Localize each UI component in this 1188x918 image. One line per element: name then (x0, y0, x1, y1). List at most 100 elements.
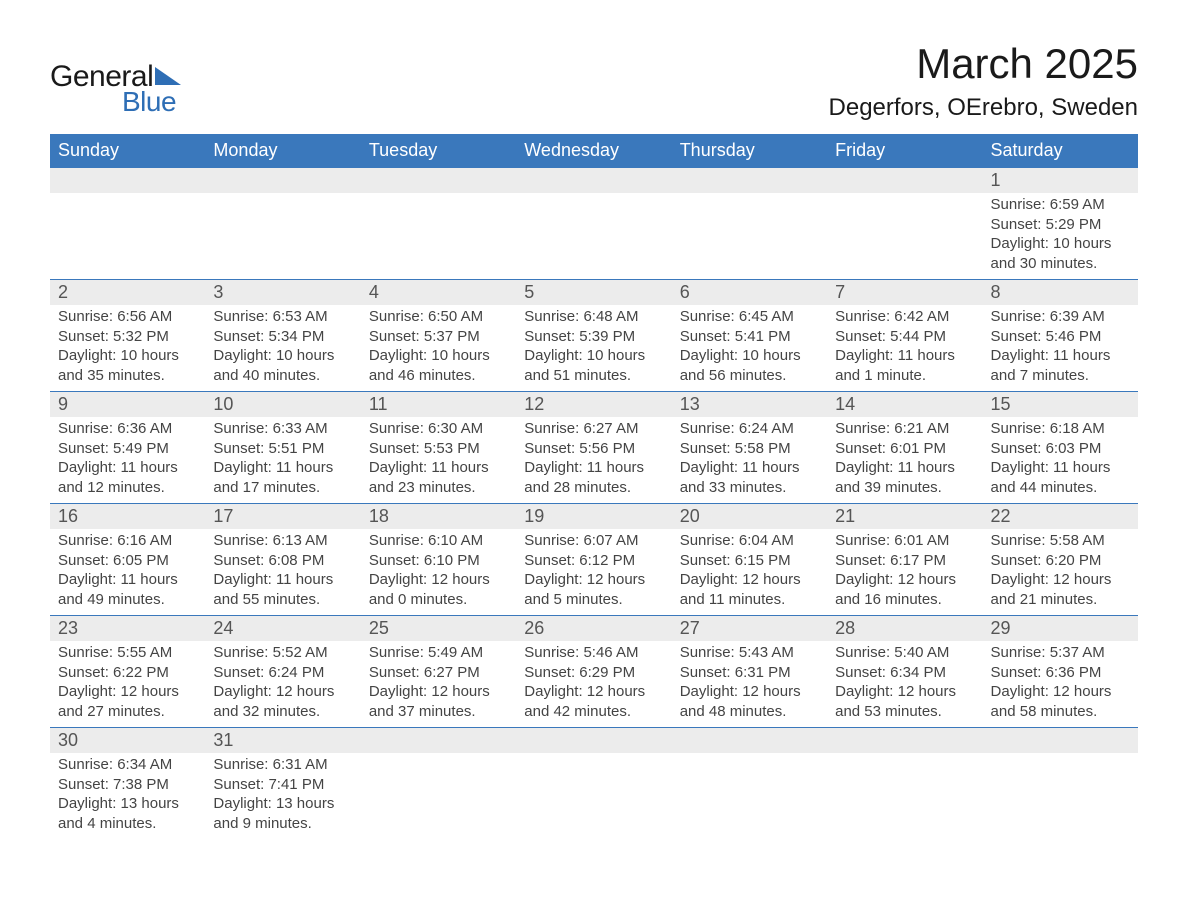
sunset-line: Sunset: 6:03 PM (991, 439, 1130, 459)
sunrise-line: Sunrise: 6:30 AM (369, 419, 508, 439)
empty-cell (672, 193, 827, 280)
daylight-line: Daylight: 11 hours and 44 minutes. (991, 458, 1130, 497)
day-header: Monday (205, 134, 360, 168)
daylight-line: Daylight: 11 hours and 7 minutes. (991, 346, 1130, 385)
sunset-line: Sunset: 5:46 PM (991, 327, 1130, 347)
daylight-line: Daylight: 11 hours and 33 minutes. (680, 458, 819, 497)
day-data: Sunrise: 6:01 AMSunset: 6:17 PMDaylight:… (827, 529, 982, 615)
empty-cell (361, 193, 516, 280)
daylight-line: Daylight: 12 hours and 21 minutes. (991, 570, 1130, 609)
empty-cell (516, 753, 671, 839)
day-number: 10 (205, 392, 360, 417)
daylight-line: Daylight: 10 hours and 46 minutes. (369, 346, 508, 385)
day-number: 6 (672, 280, 827, 305)
day-cell-num: 23 (50, 616, 205, 642)
day-data: Sunrise: 6:13 AMSunset: 6:08 PMDaylight:… (205, 529, 360, 615)
day-cell-num: 25 (361, 616, 516, 642)
day-cell-data: Sunrise: 6:33 AMSunset: 5:51 PMDaylight:… (205, 417, 360, 504)
day-number: 26 (516, 616, 671, 641)
day-cell-num: 15 (983, 392, 1138, 418)
daylight-line: Daylight: 10 hours and 51 minutes. (524, 346, 663, 385)
day-cell-data: Sunrise: 6:10 AMSunset: 6:10 PMDaylight:… (361, 529, 516, 616)
day-data: Sunrise: 5:40 AMSunset: 6:34 PMDaylight:… (827, 641, 982, 727)
day-cell-data: Sunrise: 6:13 AMSunset: 6:08 PMDaylight:… (205, 529, 360, 616)
day-cell-data: Sunrise: 6:21 AMSunset: 6:01 PMDaylight:… (827, 417, 982, 504)
logo: General Blue (50, 60, 181, 118)
sunrise-line: Sunrise: 6:34 AM (58, 755, 197, 775)
sunrise-line: Sunrise: 5:43 AM (680, 643, 819, 663)
day-number: 12 (516, 392, 671, 417)
sunset-line: Sunset: 5:53 PM (369, 439, 508, 459)
daylight-line: Daylight: 12 hours and 11 minutes. (680, 570, 819, 609)
day-cell-data: Sunrise: 6:45 AMSunset: 5:41 PMDaylight:… (672, 305, 827, 392)
day-data: Sunrise: 6:42 AMSunset: 5:44 PMDaylight:… (827, 305, 982, 391)
day-number: 14 (827, 392, 982, 417)
day-data: Sunrise: 5:43 AMSunset: 6:31 PMDaylight:… (672, 641, 827, 727)
sunset-line: Sunset: 6:08 PM (213, 551, 352, 571)
day-cell-num: 24 (205, 616, 360, 642)
sunrise-line: Sunrise: 6:01 AM (835, 531, 974, 551)
sunrise-line: Sunrise: 6:18 AM (991, 419, 1130, 439)
week-daynum-row: 3031 (50, 728, 1138, 754)
day-number: 5 (516, 280, 671, 305)
sunset-line: Sunset: 6:17 PM (835, 551, 974, 571)
empty-cell (827, 728, 982, 754)
day-data: Sunrise: 6:27 AMSunset: 5:56 PMDaylight:… (516, 417, 671, 503)
day-cell-num: 30 (50, 728, 205, 754)
day-number: 4 (361, 280, 516, 305)
sunset-line: Sunset: 5:32 PM (58, 327, 197, 347)
empty-cell (672, 728, 827, 754)
sunrise-line: Sunrise: 6:50 AM (369, 307, 508, 327)
sunrise-line: Sunrise: 6:56 AM (58, 307, 197, 327)
day-number: 19 (516, 504, 671, 529)
day-data: Sunrise: 5:49 AMSunset: 6:27 PMDaylight:… (361, 641, 516, 727)
day-cell-num: 2 (50, 280, 205, 306)
empty-cell (827, 753, 982, 839)
day-data: Sunrise: 6:21 AMSunset: 6:01 PMDaylight:… (827, 417, 982, 503)
day-data: Sunrise: 6:10 AMSunset: 6:10 PMDaylight:… (361, 529, 516, 615)
empty-cell (50, 168, 205, 194)
week-daydata-row: Sunrise: 6:59 AMSunset: 5:29 PMDaylight:… (50, 193, 1138, 280)
empty-cell (361, 753, 516, 839)
sunset-line: Sunset: 5:51 PM (213, 439, 352, 459)
day-cell-data: Sunrise: 6:24 AMSunset: 5:58 PMDaylight:… (672, 417, 827, 504)
empty-cell (672, 753, 827, 839)
day-data: Sunrise: 5:58 AMSunset: 6:20 PMDaylight:… (983, 529, 1138, 615)
day-cell-num: 12 (516, 392, 671, 418)
daylight-line: Daylight: 12 hours and 48 minutes. (680, 682, 819, 721)
day-data: Sunrise: 6:53 AMSunset: 5:34 PMDaylight:… (205, 305, 360, 391)
day-cell-data: Sunrise: 6:16 AMSunset: 6:05 PMDaylight:… (50, 529, 205, 616)
day-number: 17 (205, 504, 360, 529)
empty-cell (205, 168, 360, 194)
day-data: Sunrise: 5:55 AMSunset: 6:22 PMDaylight:… (50, 641, 205, 727)
daylight-line: Daylight: 11 hours and 55 minutes. (213, 570, 352, 609)
sunrise-line: Sunrise: 6:21 AM (835, 419, 974, 439)
day-cell-num: 20 (672, 504, 827, 530)
day-data: Sunrise: 6:48 AMSunset: 5:39 PMDaylight:… (516, 305, 671, 391)
day-cell-num: 5 (516, 280, 671, 306)
sunrise-line: Sunrise: 6:36 AM (58, 419, 197, 439)
day-header: Friday (827, 134, 982, 168)
day-cell-data: Sunrise: 6:59 AMSunset: 5:29 PMDaylight:… (983, 193, 1138, 280)
sunrise-line: Sunrise: 6:07 AM (524, 531, 663, 551)
day-header-row: SundayMondayTuesdayWednesdayThursdayFrid… (50, 134, 1138, 168)
day-header: Wednesday (516, 134, 671, 168)
sunrise-line: Sunrise: 6:53 AM (213, 307, 352, 327)
sunset-line: Sunset: 5:29 PM (991, 215, 1130, 235)
empty-cell (983, 753, 1138, 839)
sunrise-line: Sunrise: 6:04 AM (680, 531, 819, 551)
sunrise-line: Sunrise: 6:24 AM (680, 419, 819, 439)
day-cell-data: Sunrise: 6:31 AMSunset: 7:41 PMDaylight:… (205, 753, 360, 839)
week-daydata-row: Sunrise: 5:55 AMSunset: 6:22 PMDaylight:… (50, 641, 1138, 728)
empty-cell (672, 168, 827, 194)
title-block: March 2025 Degerfors, OErebro, Sweden (829, 40, 1138, 122)
day-number: 22 (983, 504, 1138, 529)
sunset-line: Sunset: 6:34 PM (835, 663, 974, 683)
day-cell-num: 21 (827, 504, 982, 530)
day-number: 28 (827, 616, 982, 641)
sunrise-line: Sunrise: 5:40 AM (835, 643, 974, 663)
sunrise-line: Sunrise: 6:10 AM (369, 531, 508, 551)
sunrise-line: Sunrise: 6:45 AM (680, 307, 819, 327)
daylight-line: Daylight: 11 hours and 23 minutes. (369, 458, 508, 497)
day-number: 30 (50, 728, 205, 753)
